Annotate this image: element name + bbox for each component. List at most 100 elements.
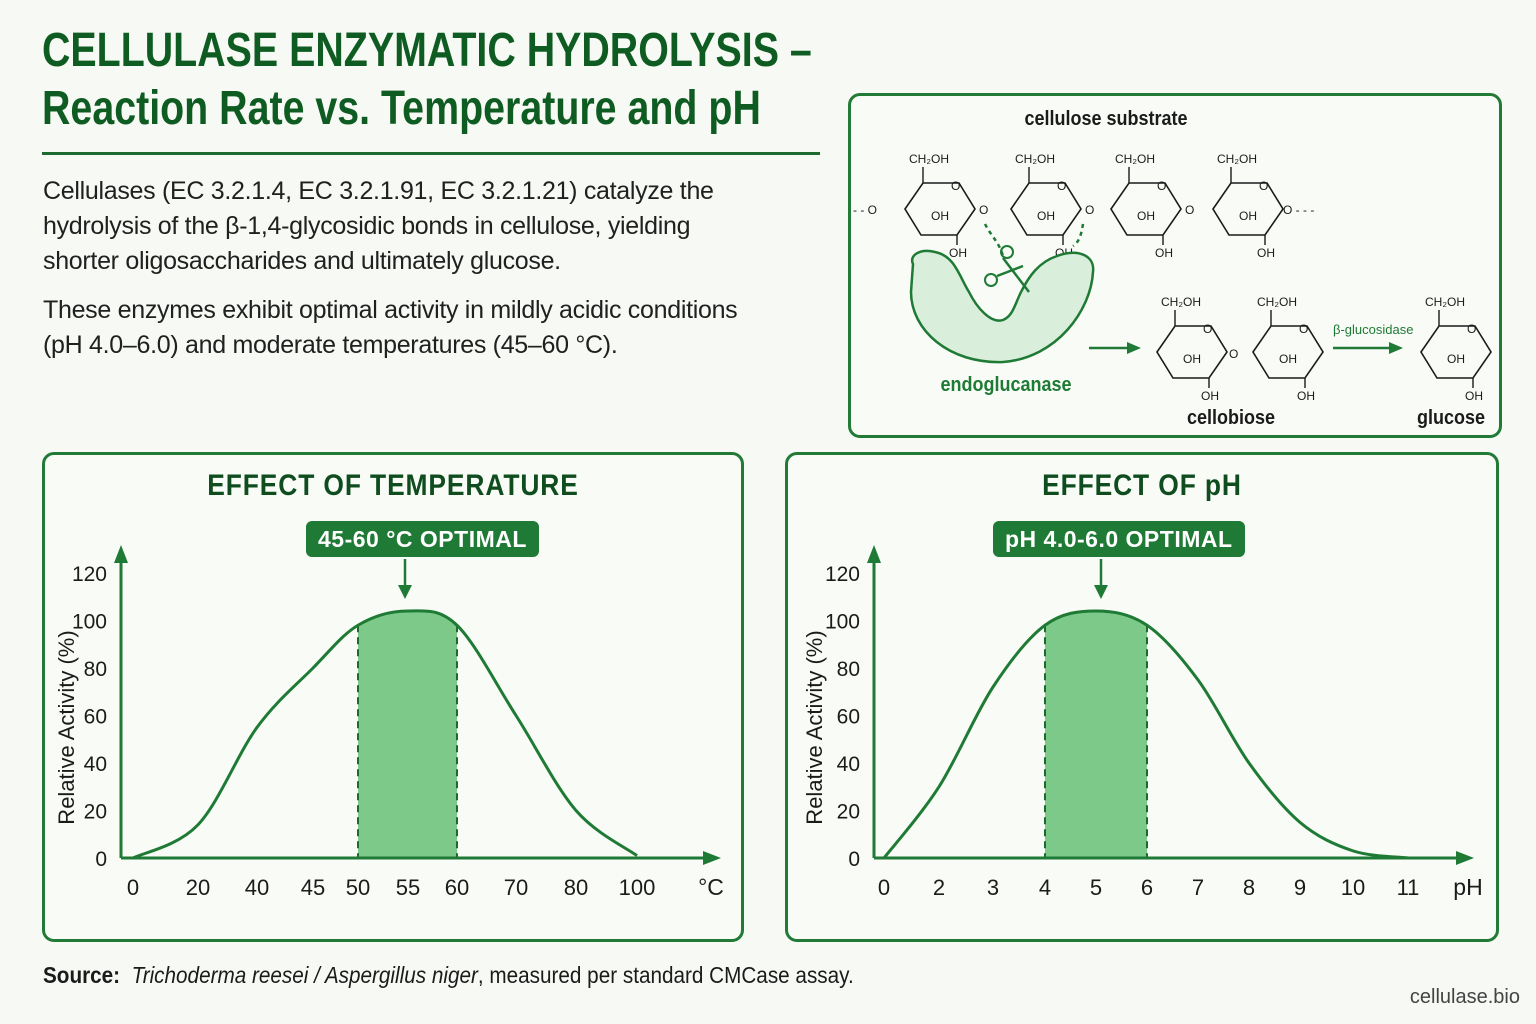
title-line-2: Reaction Rate vs. Temperature and pH: [42, 82, 761, 135]
ph-optimal-badge: pH 4.0-6.0 OPTIMAL: [993, 521, 1245, 557]
x-tick-label: 100: [619, 875, 656, 900]
source-note: Source: Trichoderma reesei / Aspergillus…: [43, 962, 854, 989]
x-tick-label: 8: [1243, 875, 1255, 900]
glucose-label: glucose: [1416, 407, 1486, 429]
x-tick-label: 0: [878, 875, 890, 900]
reaction-scheme-diagram: - - OCH₂OHOOHOHOCH₂OHOOHOHOCH₂OHOOHOHOCH…: [853, 152, 1492, 403]
y-axis-arrow: [867, 545, 881, 563]
chain-end: O - - -: [1283, 203, 1314, 217]
y-tick-label: 20: [84, 801, 107, 824]
oh-label: OH: [1155, 246, 1173, 260]
y-tick-label: 40: [837, 753, 860, 776]
glycosidic-oxygen: O: [1085, 203, 1094, 217]
badge-arrow-head: [398, 585, 412, 599]
ch2oh-label: CH₂OH: [1217, 152, 1257, 166]
scissors-blade: [1002, 257, 1030, 293]
x-tick-label: 45: [301, 875, 325, 900]
oh-label: OH: [949, 246, 967, 260]
beta-glucosidase-label: β-glucosidase: [1333, 322, 1413, 337]
ch2oh-label: CH₂OH: [1015, 152, 1055, 166]
oh-label: OH: [1239, 209, 1257, 223]
intro-text: Cellulases (EC 3.2.1.4, EC 3.2.1.91, EC …: [43, 174, 783, 377]
x-axis-arrow: [1456, 851, 1474, 865]
arrow-head: [1389, 342, 1403, 354]
scissors-icon: [984, 245, 1030, 293]
ch2oh-label: CH₂OH: [1425, 295, 1465, 309]
glycosidic-oxygen: O: [1229, 347, 1238, 361]
x-tick-label: 20: [186, 875, 210, 900]
reaction-scheme-panel: cellulose substrate - - O CH₂OH O OH OH O CH₂O…: [848, 93, 1502, 438]
endoglucanase-label: endoglucanase: [940, 374, 1072, 396]
x-tick-label: 7: [1192, 875, 1204, 900]
ch2oh-label: CH₂OH: [1115, 152, 1155, 166]
y-tick-label: 60: [837, 706, 860, 729]
oh-label: OH: [1257, 246, 1275, 260]
cellobiose-label: cellobiose: [1186, 407, 1276, 429]
glycosidic-oxygen: O: [979, 203, 988, 217]
y-tick-label: 80: [84, 658, 107, 681]
x-tick-label: 10: [1341, 875, 1365, 900]
optimal-band: [1045, 611, 1147, 858]
y-tick-label: 20: [837, 801, 860, 824]
scissors-handle: [984, 273, 998, 287]
chain-start: - - O: [853, 203, 877, 217]
x-tick-label: 5: [1090, 875, 1102, 900]
cellulose-substrate-label: cellulose substrate: [1024, 108, 1188, 130]
title-divider: [42, 152, 820, 155]
scissors-blade: [996, 264, 1024, 278]
activity-curve: [882, 609, 1409, 860]
y-tick-label: 40: [84, 753, 107, 776]
x-tick-label: 6: [1141, 875, 1153, 900]
source-label: Source:: [43, 962, 121, 988]
watermark: cellulase.bio: [1409, 986, 1520, 1008]
temperature-optimal-badge: 45-60 °C OPTIMAL: [306, 521, 539, 557]
y-axis-arrow: [114, 545, 128, 563]
activity-curve: [132, 609, 638, 860]
ring-oxygen-label: O: [1057, 179, 1066, 193]
source-method: , measured per standard CMCase assay.: [477, 962, 854, 988]
y-tick-label: 100: [72, 611, 107, 634]
ch2oh-label: CH₂OH: [909, 152, 949, 166]
x-tick-label: 2: [933, 875, 945, 900]
arrow-head: [1127, 342, 1141, 354]
x-tick-label: 40: [245, 875, 269, 900]
temperature-chart-title: EFFECT OF TEMPERATURE: [207, 469, 579, 502]
x-axis-arrow: [703, 851, 721, 865]
ph-chart-title: EFFECT OF pH: [1042, 469, 1242, 502]
oh-label: OH: [1183, 352, 1201, 366]
source-organisms: Trichoderma reesei / Aspergillus niger: [131, 962, 478, 988]
oh-label: OH: [1447, 352, 1465, 366]
temperature-chart-panel: EFFECT OF TEMPERATURE 45-60 °C OPTIMAL 0…: [42, 452, 744, 942]
temperature-chart: 0 20 40 60 80 100 120 0 20 40 45 50 55 60 70 80 100 °C Rel…: [54, 545, 724, 900]
enzyme-shape: [909, 249, 1095, 364]
title-line-1: CELLULASE ENZYMATIC HYDROLYSIS –: [42, 24, 812, 77]
y-tick-label: 0: [95, 848, 107, 871]
x-tick-label: 55: [396, 875, 420, 900]
x-tick-label: 50: [346, 875, 370, 900]
y-tick-label: 120: [72, 563, 107, 586]
ph-chart-panel: EFFECT OF pH pH 4.0-6.0 OPTIMAL 0 20 40 60 8…: [785, 452, 1499, 942]
x-tick-label: 11: [1397, 875, 1420, 900]
ch2oh-label: CH₂OH: [1257, 295, 1297, 309]
intro-paragraph-1: Cellulases (EC 3.2.1.4, EC 3.2.1.91, EC …: [43, 177, 714, 275]
x-tick-label: 60: [445, 875, 469, 900]
badge-arrow-head: [1094, 585, 1108, 599]
oh-label: OH: [1279, 352, 1297, 366]
oh-label: OH: [1297, 389, 1315, 403]
ring-oxygen-label: O: [1299, 322, 1308, 336]
x-unit-label: °C: [698, 874, 724, 900]
y-tick-label: 60: [84, 706, 107, 729]
glycosidic-oxygen: O: [1185, 203, 1194, 217]
oh-label: OH: [1037, 209, 1055, 223]
x-tick-label: 80: [564, 875, 588, 900]
scissors-handle: [1000, 245, 1014, 259]
ring-oxygen-label: O: [951, 179, 960, 193]
y-tick-label: 0: [848, 848, 860, 871]
ch2oh-label: CH₂OH: [1161, 295, 1201, 309]
